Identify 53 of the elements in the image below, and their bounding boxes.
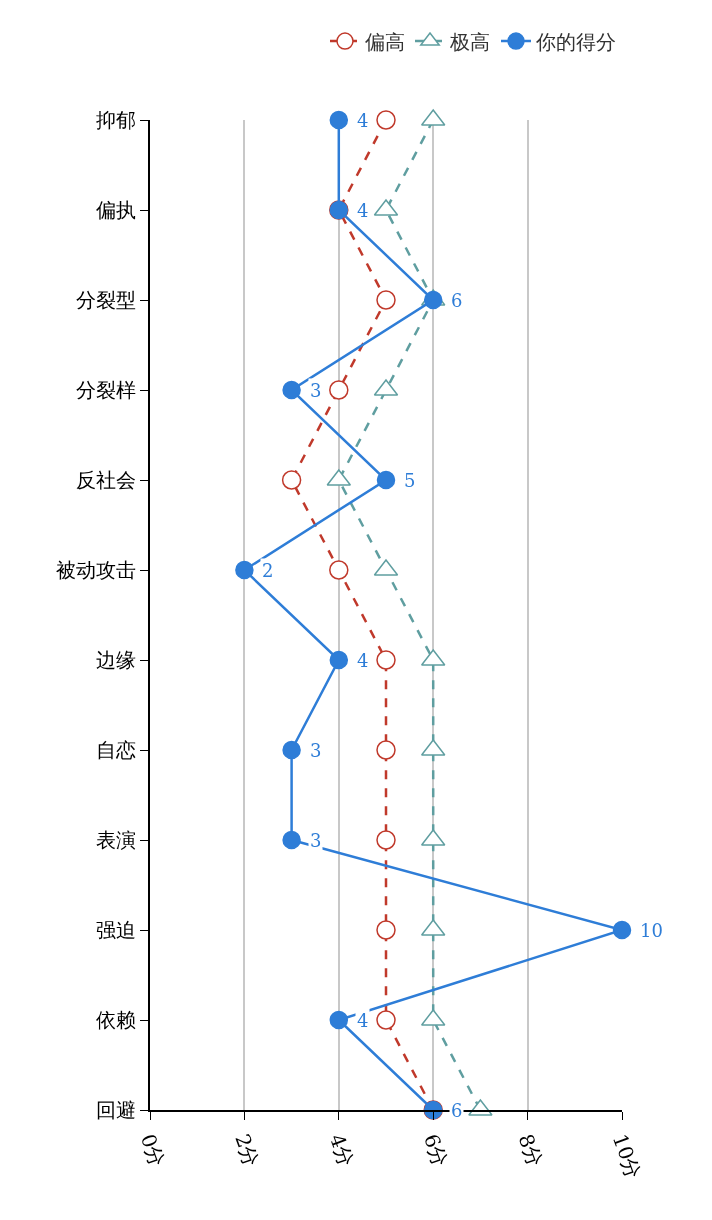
point [376,650,396,670]
point [329,650,349,670]
data-label: 4 [357,650,369,671]
y-tick-label: 分裂型 [76,288,137,312]
point [376,1010,396,1030]
point [282,740,301,760]
y-tick-label: 强迫 [96,918,137,942]
y-tick-label: 反社会 [76,468,137,492]
point [376,830,396,850]
x-tick-label: 8分 [513,1130,548,1170]
point [423,290,443,310]
y-tick-label: 回避 [96,1098,137,1122]
point [282,830,301,850]
point [329,560,349,580]
point [329,1010,349,1030]
point [376,920,396,940]
data-label: 4 [357,200,369,221]
data-label: 3 [310,380,322,401]
point [329,380,349,400]
y-tick-label: 被动攻击 [56,558,137,582]
x-tick-label: 2分 [230,1130,265,1170]
point [281,470,302,490]
y-tick-label: 自恋 [96,738,137,762]
data-label: 2 [262,560,274,581]
data-label: 4 [357,110,369,131]
x-tick-label: 4分 [324,1130,359,1170]
point [376,740,396,760]
point [376,290,396,310]
x-tick-label: 10分 [607,1130,646,1182]
x-tick-label: 6分 [419,1130,453,1170]
data-label: 3 [310,740,322,761]
y-tick-label: 抑郁 [96,108,137,132]
y-tick-label: 依赖 [96,1008,137,1032]
data-label: 4 [357,1010,369,1031]
legend-label: 极高 [449,29,490,54]
y-tick-label: 偏执 [96,198,137,222]
data-label: 5 [404,470,416,491]
data-label: 6 [451,290,463,311]
x-tick-label: 0分 [135,1130,170,1170]
point [282,380,301,400]
point [376,470,396,490]
point [329,110,349,130]
data-label: 10 [640,920,663,941]
data-label: 6 [451,1100,463,1121]
legend-label: 你的得分 [535,29,616,54]
point [612,920,632,940]
point [235,560,254,580]
legend-label: 偏高 [365,29,405,54]
y-tick-label: 表演 [96,828,137,852]
y-tick-label: 分裂样 [76,378,137,402]
point [376,110,396,130]
y-tick-label: 边缘 [96,648,137,672]
data-label: 3 [310,830,322,851]
